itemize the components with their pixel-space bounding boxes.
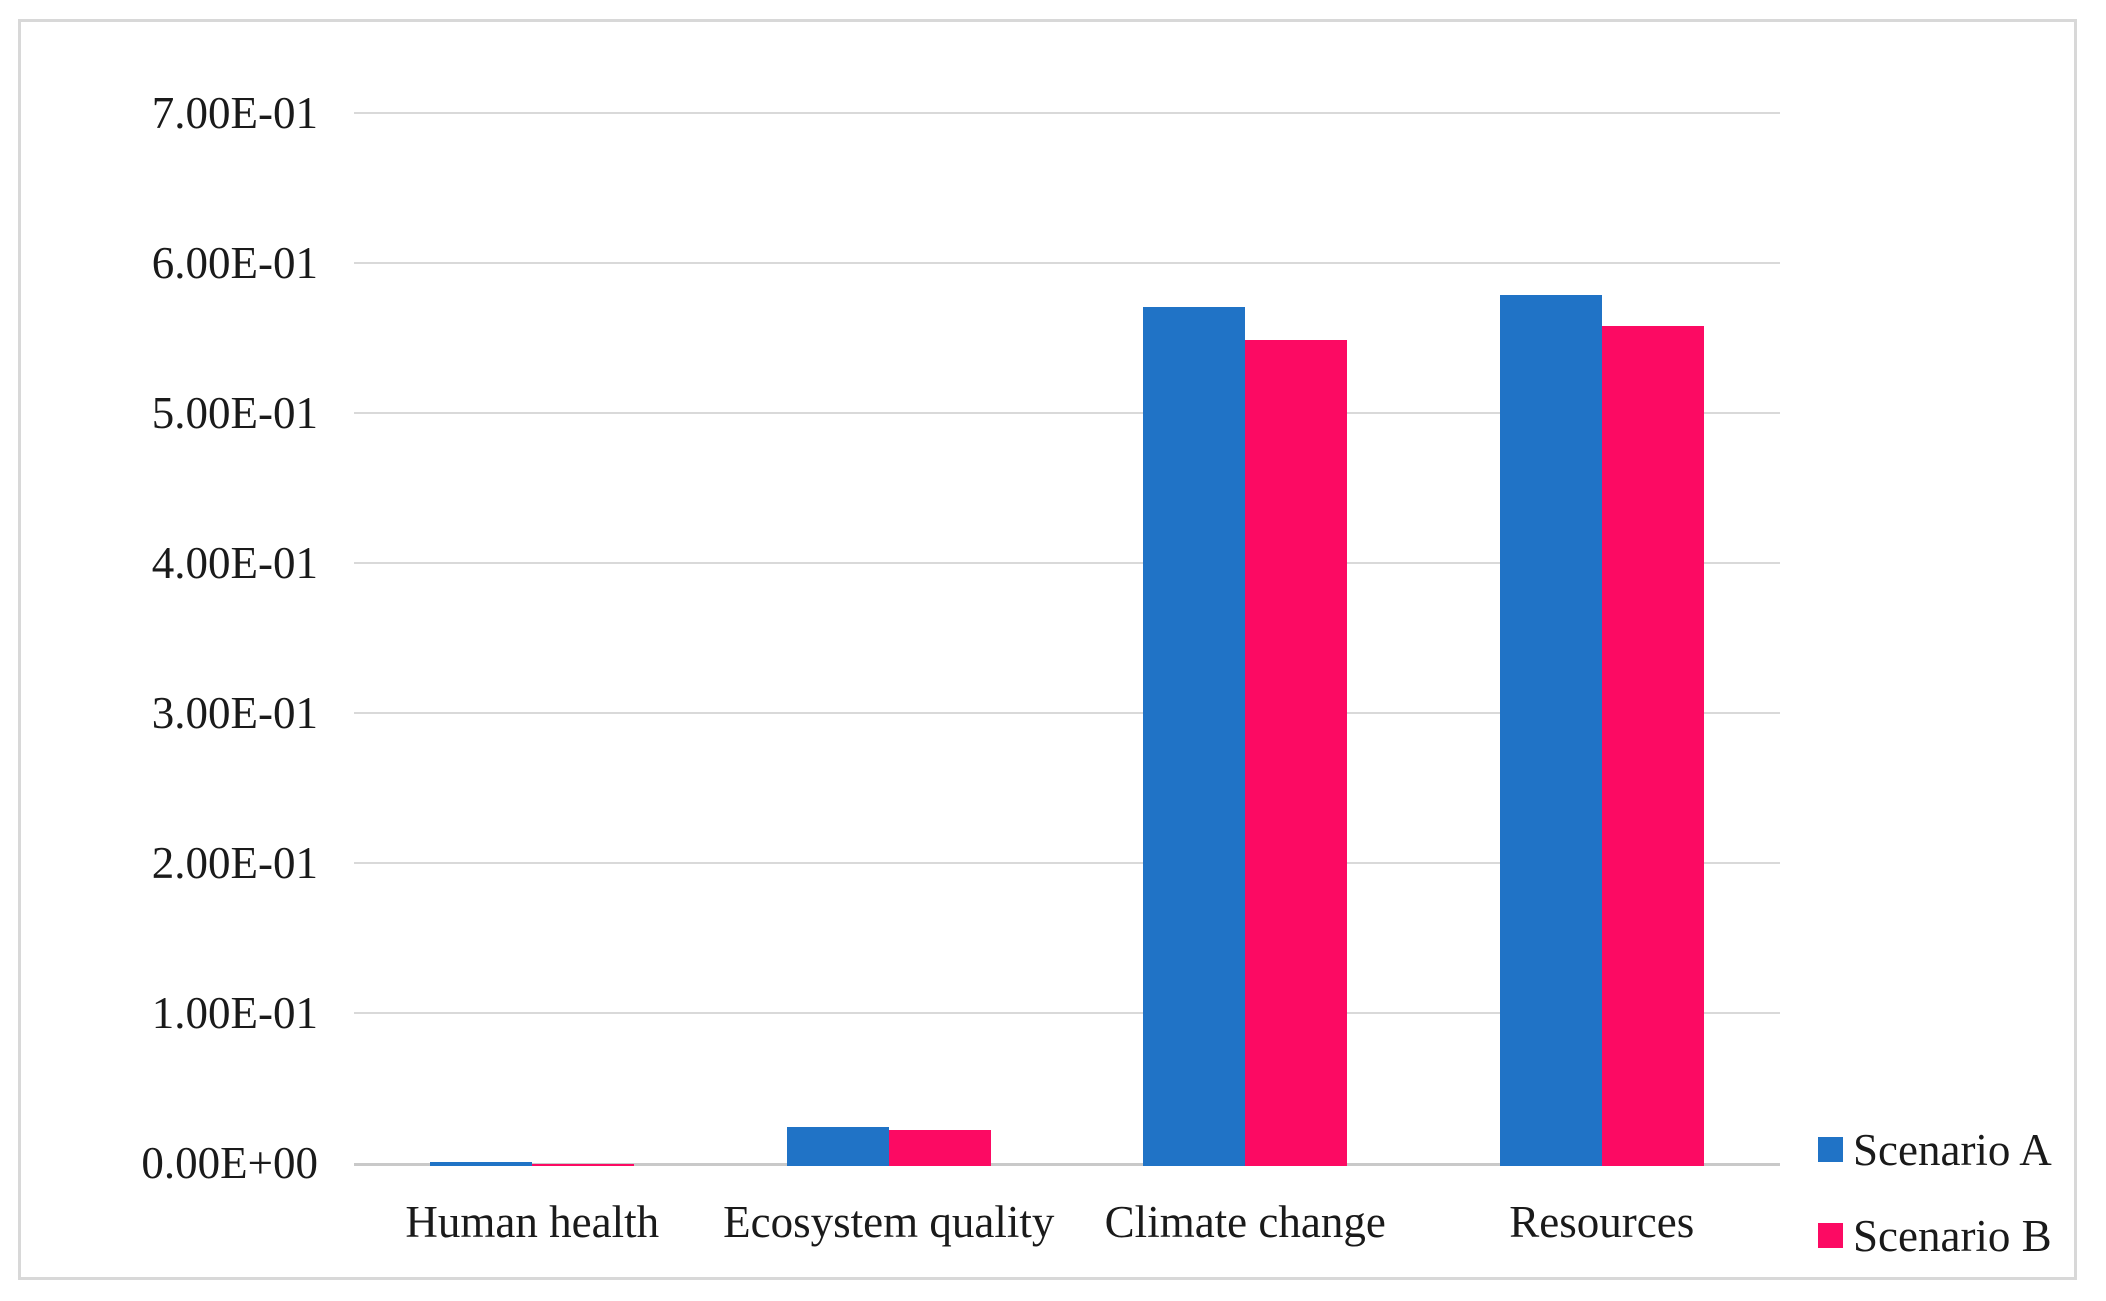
bar-scenario-b-ecosystem-quality (888, 1130, 991, 1166)
bar-scenario-b-climate-change (1245, 339, 1348, 1166)
y-tick-label: 6.00E-01 (151, 238, 318, 288)
bar-scenario-a-ecosystem-quality (786, 1127, 889, 1166)
y-gridline (354, 862, 1780, 864)
x-axis-line (354, 1163, 1780, 1166)
y-gridline (354, 112, 1780, 114)
y-gridline (354, 412, 1780, 414)
y-gridline (354, 712, 1780, 714)
legend-swatch-scenario-b (1818, 1223, 1843, 1248)
x-category-label: Human health (405, 1197, 660, 1247)
y-gridline (354, 262, 1780, 264)
y-tick-label: 1.00E-01 (151, 988, 318, 1038)
y-tick-label: 3.00E-01 (151, 688, 318, 738)
y-gridline (354, 1012, 1780, 1014)
y-tick-label: 5.00E-01 (151, 388, 318, 438)
bar-scenario-a-climate-change (1143, 306, 1246, 1166)
bar-scenario-b-human-health (532, 1163, 635, 1166)
x-category-label: Resources (1509, 1197, 1695, 1247)
chart-border-frame (18, 19, 2077, 1280)
bar-scenario-a-human-health (430, 1161, 533, 1166)
bar-scenario-b-resources (1601, 326, 1704, 1166)
x-category-label: Climate change (1104, 1197, 1386, 1247)
legend-label-scenario-a: Scenario A (1853, 1125, 2052, 1175)
y-gridline (354, 562, 1780, 564)
legend-label-scenario-b: Scenario B (1853, 1211, 2052, 1261)
bar-scenario-a-resources (1499, 294, 1602, 1166)
x-category-label: Ecosystem quality (723, 1197, 1055, 1247)
y-tick-label: 2.00E-01 (151, 838, 318, 888)
y-tick-label: 0.00E+00 (141, 1138, 318, 1188)
y-tick-label: 4.00E-01 (151, 538, 318, 588)
y-tick-label: 7.00E-01 (151, 88, 318, 138)
legend-swatch-scenario-a (1818, 1137, 1843, 1162)
